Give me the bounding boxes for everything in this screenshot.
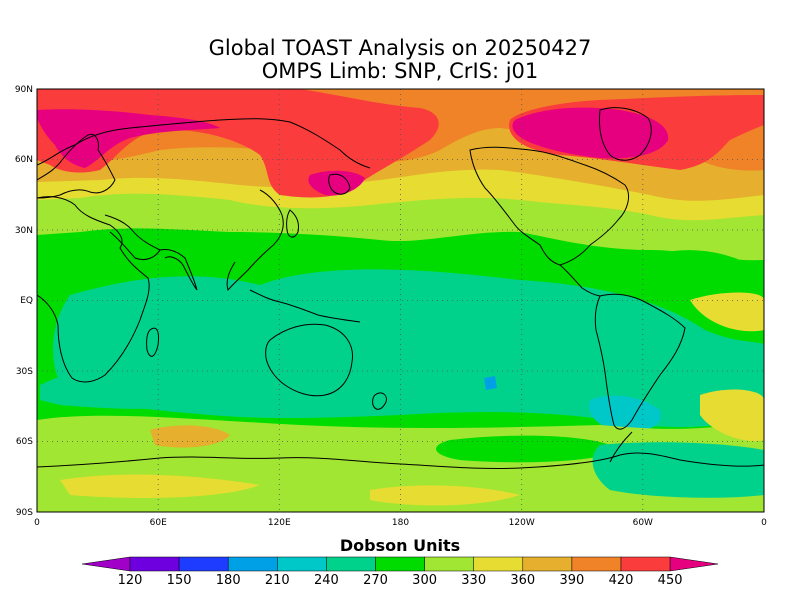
colorbar-segment bbox=[178, 556, 229, 572]
colorbar-segment bbox=[326, 556, 376, 572]
field-southern-yellow-edge bbox=[700, 389, 764, 441]
colorbar-tick-label: 120 bbox=[118, 573, 143, 588]
colorbar-segment bbox=[571, 556, 622, 572]
colorbar-segment bbox=[129, 556, 180, 572]
coastlines bbox=[37, 107, 764, 470]
coastline-east-asia bbox=[226, 189, 284, 292]
lat-tick-90n: 90N bbox=[15, 85, 33, 95]
colorbar-segment bbox=[522, 556, 573, 572]
lat-tick-30n: 30N bbox=[15, 226, 33, 236]
lat-tick-eq: EQ bbox=[20, 296, 33, 306]
coastline-central-america bbox=[559, 264, 601, 297]
colorbar-segment bbox=[227, 556, 278, 572]
lon-tick-120w: 120W bbox=[509, 518, 535, 528]
colorbar-title: Dobson Units bbox=[339, 536, 461, 555]
coastline-antarctic-peninsula bbox=[609, 431, 633, 463]
coastline-se-asia-islands bbox=[249, 289, 361, 323]
coastline-north-america bbox=[469, 146, 629, 266]
field-antarctic-teal bbox=[592, 442, 764, 498]
colorbar-segment bbox=[424, 556, 474, 572]
lat-tick-labels: 90N 60N 30N EQ 30S 60S 90S bbox=[15, 85, 33, 518]
colorbar-segment bbox=[277, 556, 327, 572]
colorbar-tick-label: 360 bbox=[510, 573, 535, 588]
coastline-madagascar bbox=[146, 327, 159, 357]
field-southern-orange-patch bbox=[150, 425, 230, 448]
colorbar-tick-label: 210 bbox=[265, 573, 290, 588]
colorbar-tick-label: 240 bbox=[314, 573, 339, 588]
colorbar-tick-label: 420 bbox=[609, 573, 634, 588]
colorbar-segment bbox=[375, 556, 425, 572]
plot-frame bbox=[36, 88, 765, 513]
lon-tick-60w: 60W bbox=[633, 518, 653, 528]
coastline-greenland bbox=[599, 107, 652, 161]
coastline-kamchatka bbox=[328, 173, 351, 195]
field-south-pole-yellow bbox=[370, 485, 520, 506]
coastline-africa bbox=[37, 196, 150, 383]
field-eastern-yellow bbox=[690, 292, 764, 332]
colorbar-tick-label: 150 bbox=[167, 573, 192, 588]
colorbar-tick-label: 450 bbox=[658, 573, 683, 588]
colorbar-over-triangle bbox=[669, 556, 719, 572]
colorbar-segment bbox=[473, 556, 524, 572]
map-title-line1: Global TOAST Analysis on 20250427 bbox=[208, 36, 592, 60]
field-tropical-teal bbox=[53, 269, 764, 428]
colorbar-tick-label: 330 bbox=[461, 573, 486, 588]
colorbar: 120 150 180 210 240 270 300 330 360 390 420 450 bbox=[81, 556, 719, 588]
colorbar-tick-label: 180 bbox=[216, 573, 241, 588]
coastline-antarctica bbox=[37, 452, 764, 470]
coastline-europe bbox=[37, 133, 116, 199]
field-indian-teal bbox=[40, 365, 203, 409]
lon-tick-0-right: 0 bbox=[761, 518, 767, 528]
lat-tick-30s: 30S bbox=[16, 367, 33, 377]
lon-tick-labels: 0 60E 120E 180 120W 60W 0 bbox=[34, 518, 767, 528]
colorbar-tick-label: 390 bbox=[559, 573, 584, 588]
lon-tick-180: 180 bbox=[392, 518, 409, 528]
coastline-new-zealand bbox=[372, 392, 387, 410]
lat-tick-60s: 60S bbox=[16, 437, 33, 447]
colorbar-segment bbox=[620, 556, 671, 572]
field-south-bottom-yellow bbox=[60, 474, 260, 498]
field-atlantic-green bbox=[640, 250, 740, 302]
colorbar-tick-label: 300 bbox=[412, 573, 437, 588]
coastline-south-america bbox=[594, 293, 686, 430]
lat-tick-60n: 60N bbox=[15, 155, 33, 165]
field-canada-magenta bbox=[512, 107, 669, 159]
ozone-field bbox=[37, 89, 764, 512]
colorbar-tick-label: 270 bbox=[363, 573, 388, 588]
map-title-line2: OMPS Limb: SNP, CrIS: j01 bbox=[261, 59, 539, 83]
field-okhotsk-magenta bbox=[308, 170, 365, 196]
field-southern-green-patch bbox=[436, 435, 620, 463]
lon-tick-60e: 60E bbox=[150, 518, 167, 528]
colorbar-under-triangle bbox=[81, 556, 131, 572]
lon-tick-120e: 120E bbox=[268, 518, 291, 528]
coastline-india bbox=[159, 249, 198, 291]
coastline-australia bbox=[265, 323, 354, 397]
coastline-japan bbox=[286, 209, 299, 238]
lon-tick-0-left: 0 bbox=[34, 518, 40, 528]
lat-tick-90s: 90S bbox=[16, 508, 33, 518]
field-small-blue bbox=[484, 376, 497, 390]
